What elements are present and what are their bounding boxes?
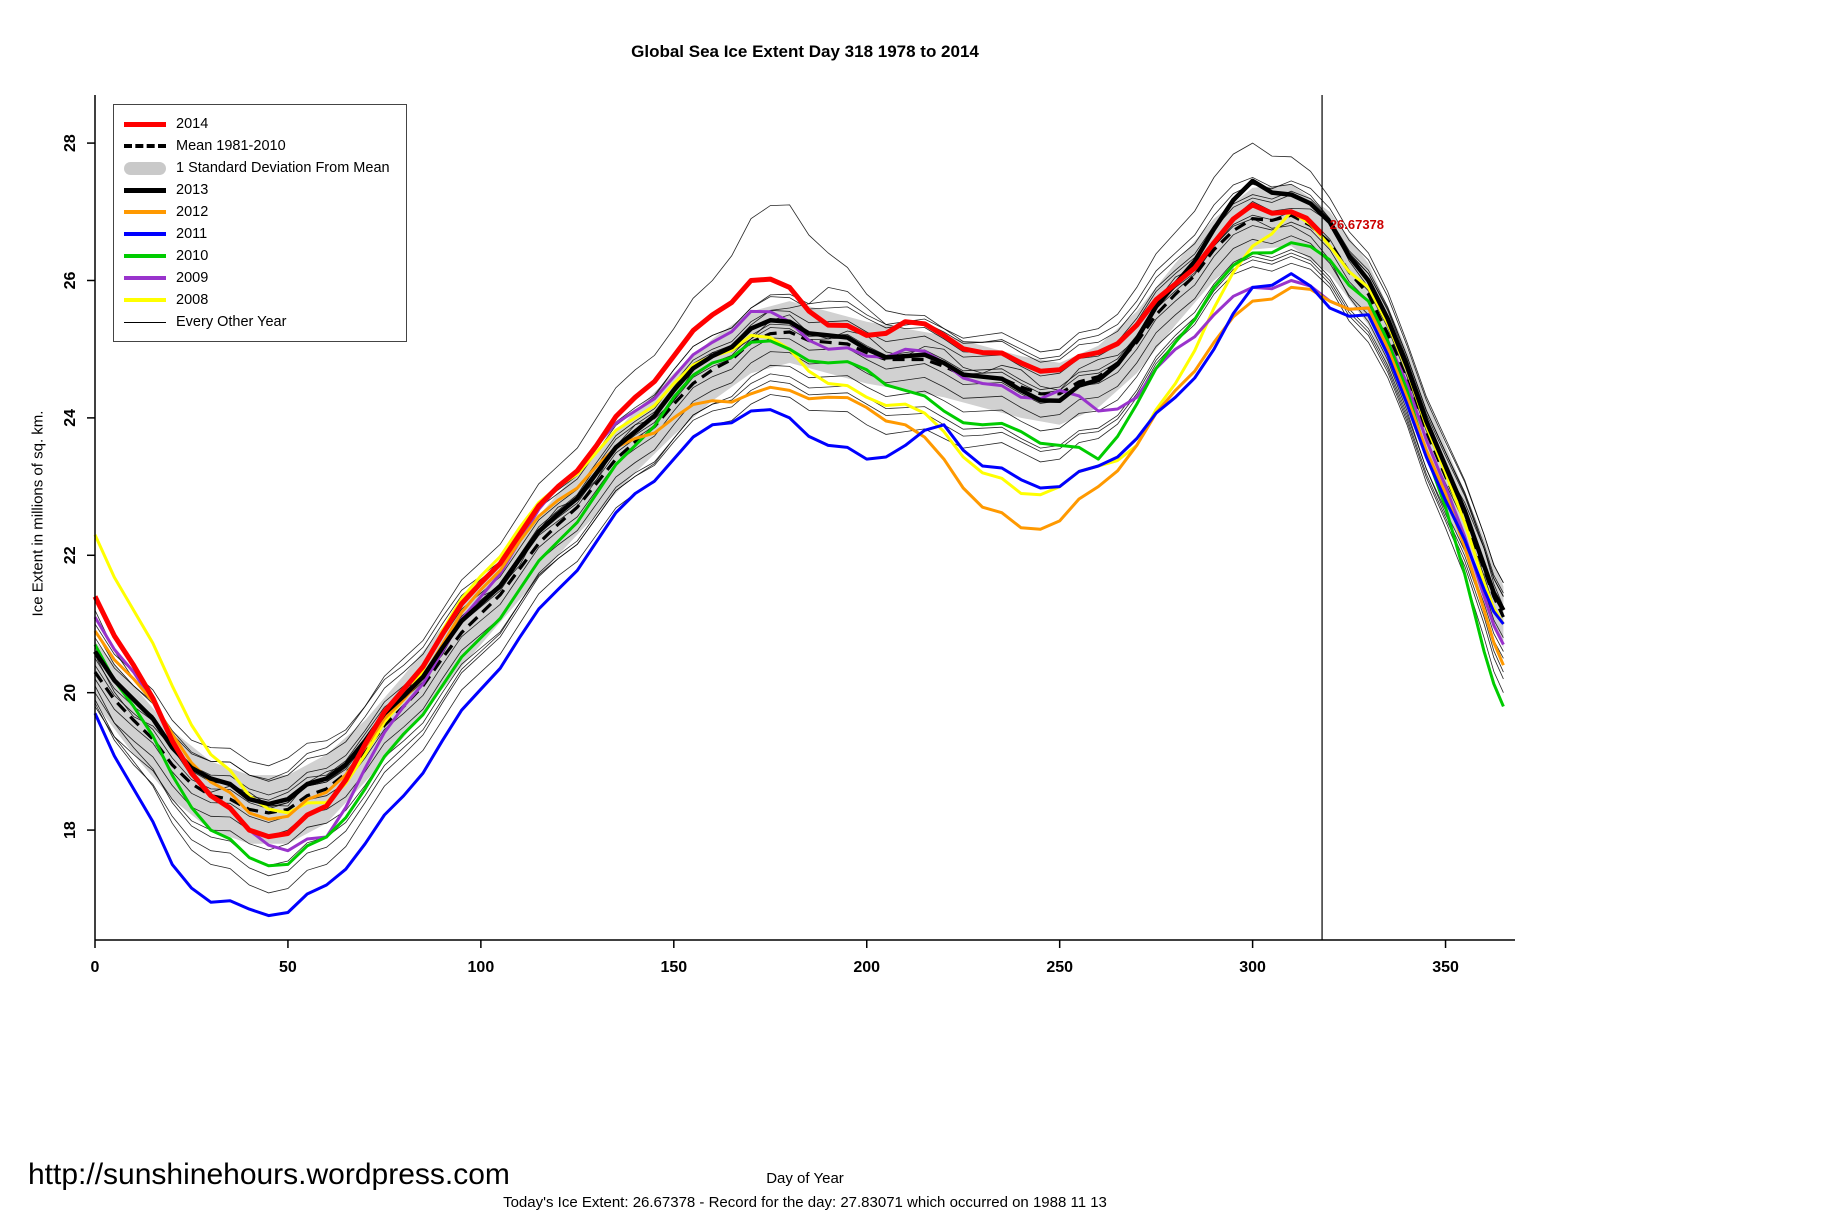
series-2010 [93,241,1505,868]
x-tick-label: 200 [853,959,880,976]
legend-swatch-medium [124,254,166,258]
status-line: Today's Ice Extent: 26.67378 - Record fo… [503,1194,1107,1211]
legend-label: 2013 [176,182,209,198]
other-year-line [94,255,1504,877]
legend-item: 2013 [124,179,390,201]
y-tick-label: 20 [62,684,79,702]
x-tick-label: 350 [1432,959,1459,976]
legend: 2014 Mean 1981-2010 1 Standard Deviation F… [113,104,407,342]
other-year-line [94,221,1504,823]
legend-item: 2009 [124,267,390,289]
x-tick-label: 150 [660,959,687,976]
legend-item: Every Other Year [124,311,390,333]
series-2014 [92,202,1324,840]
legend-item: 1 Standard Deviation From Mean [124,157,390,179]
y-tick-label: 22 [62,546,79,564]
legend-item: 2010 [124,245,390,267]
series-2011 [93,272,1505,918]
x-tick-label: 50 [279,959,297,976]
y-tick-label: 28 [62,134,79,152]
legend-swatch-medium [124,298,166,302]
legend-swatch-medium [124,232,166,236]
legend-swatch-dashed [124,144,166,148]
y-tick-label: 24 [62,409,79,427]
other-year-line [94,194,1504,796]
other-year-line [94,176,1504,781]
series-2009 [93,279,1505,853]
series-2013 [93,178,1506,807]
legend-label: 2011 [176,226,208,242]
y-tick-label: 18 [62,821,79,839]
legend-label: 2009 [176,270,209,286]
legend-label: 2014 [176,116,209,132]
legend-swatch-thick [124,121,166,127]
series-2012 [93,285,1505,821]
legend-swatch-medium [124,210,166,214]
legend-label: Mean 1981-2010 [176,138,286,154]
other-year-line [94,218,1504,810]
current-value-annotation: 26.67378 [1330,217,1384,232]
y-tick-label: 26 [62,271,79,289]
x-tick-label: 300 [1239,959,1266,976]
x-tick-label: 0 [91,959,100,976]
legend-item: 2008 [124,289,390,311]
legend-item: 2014 [124,113,390,135]
legend-label: Every Other Year [176,314,287,330]
axes: 0 50 100 150 200 250 300 350 18 20 22 24 26 28 [62,95,1515,976]
legend-swatch-thick [124,187,166,193]
legend-label: 1 Standard Deviation From Mean [176,160,390,176]
other-year-line [94,249,1504,851]
legend-swatch-medium [124,276,166,280]
legend-swatch-thin [124,321,166,323]
legend-item: Mean 1981-2010 [124,135,390,157]
legend-item: 2011 [124,223,390,245]
other-year-line [94,235,1504,837]
legend-label: 2010 [176,248,209,264]
legend-label: 2012 [176,204,209,220]
site-url: http://sunshinehours.wordpress.com [28,1158,510,1191]
other-year-lines [94,142,1504,894]
legend-label: 2008 [176,292,209,308]
legend-item: 2012 [124,201,390,223]
x-tick-label: 100 [468,959,495,976]
x-tick-label: 250 [1046,959,1073,976]
chart-title: Global Sea Ice Extent Day 318 1978 to 20… [631,42,979,61]
legend-swatch-band [124,161,166,175]
other-year-line [94,262,1504,894]
x-axis-label: Day of Year [766,1170,844,1187]
